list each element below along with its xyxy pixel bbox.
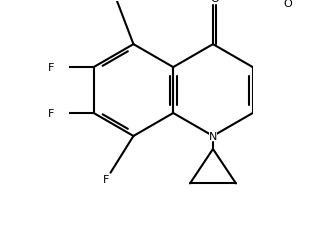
Text: O: O [284,0,293,9]
Text: N: N [209,131,217,141]
Text: F: F [48,109,55,118]
Text: F: F [48,63,55,73]
Text: O: O [210,0,219,4]
Text: N: N [111,0,119,2]
Text: O: O [321,43,322,53]
Text: F: F [103,174,109,184]
